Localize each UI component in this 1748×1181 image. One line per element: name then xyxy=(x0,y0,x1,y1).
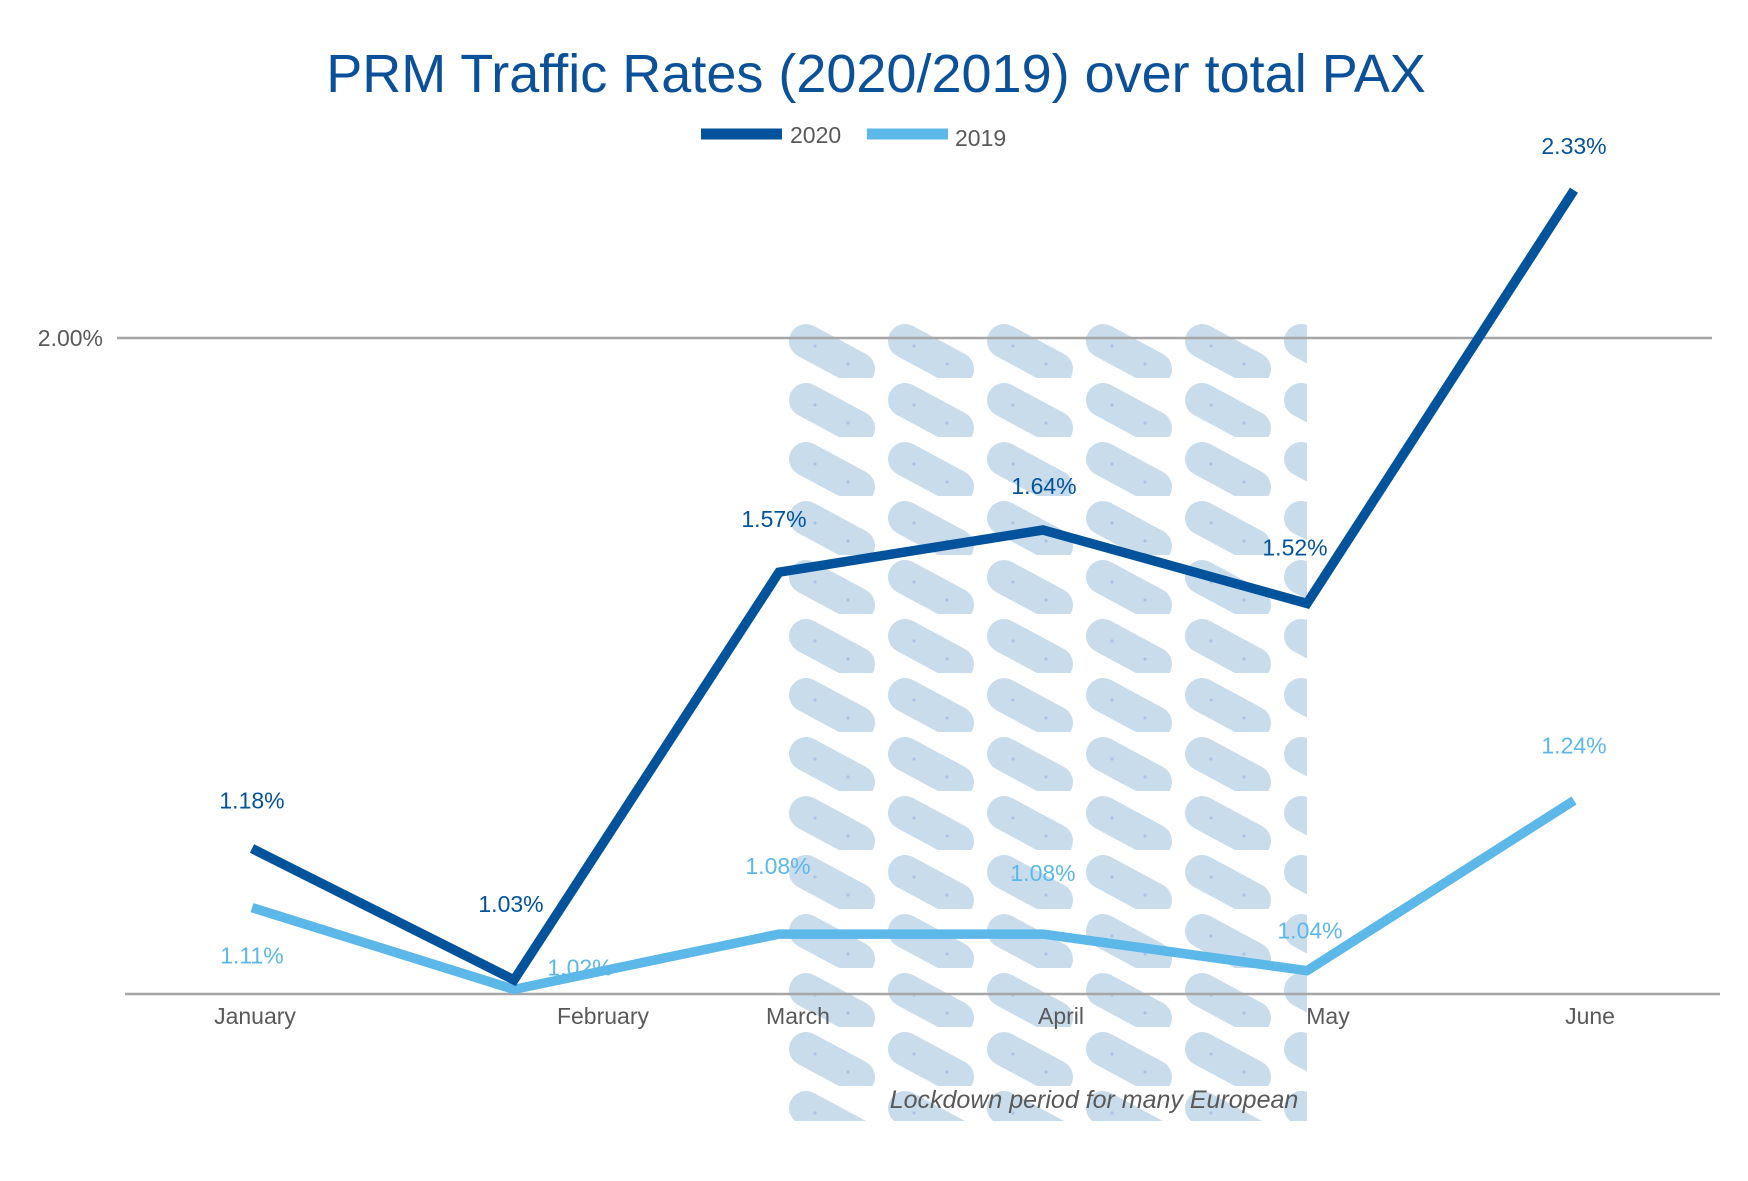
x-tick-label-january: January xyxy=(214,1003,296,1029)
series-line-2019 xyxy=(250,796,1577,995)
lockdown-annotation: Lockdown period for many European xyxy=(890,1086,1299,1114)
data-label-2020-june: 2.33% xyxy=(1541,133,1606,159)
x-tick-label-april: April xyxy=(1038,1003,1084,1029)
legend-label-2020: 2020 xyxy=(790,122,841,148)
x-tick-label-february: February xyxy=(557,1003,650,1029)
data-label-2020-may: 1.52% xyxy=(1262,535,1327,561)
y-tick-label: 2.00% xyxy=(38,325,103,351)
chart-title: PRM Traffic Rates (2020/2019) over total… xyxy=(326,44,1426,104)
series-line-2020 xyxy=(249,187,1578,987)
x-tick-label-march: March xyxy=(766,1003,830,1029)
x-tick-label-june: June xyxy=(1565,1003,1615,1029)
data-label-2020-january: 1.18% xyxy=(219,787,284,813)
data-label-2019-february: 1.02% xyxy=(547,954,612,980)
data-label-2019-january: 1.11% xyxy=(220,943,284,969)
data-label-2020-april: 1.64% xyxy=(1011,473,1076,499)
data-label-2019-march: 1.08% xyxy=(745,853,810,879)
legend: 2020 2019 xyxy=(701,122,1006,151)
data-label-2019-june: 1.24% xyxy=(1541,732,1606,758)
x-tick-label-may: May xyxy=(1306,1003,1350,1029)
lockdown-band xyxy=(778,319,1307,1121)
data-label-2020-march: 1.57% xyxy=(741,506,806,532)
data-label-2019-may: 1.04% xyxy=(1277,918,1342,944)
data-label-2020-february: 1.03% xyxy=(478,891,543,917)
data-label-2019-april: 1.08% xyxy=(1010,860,1075,886)
legend-label-2019: 2019 xyxy=(955,125,1006,151)
